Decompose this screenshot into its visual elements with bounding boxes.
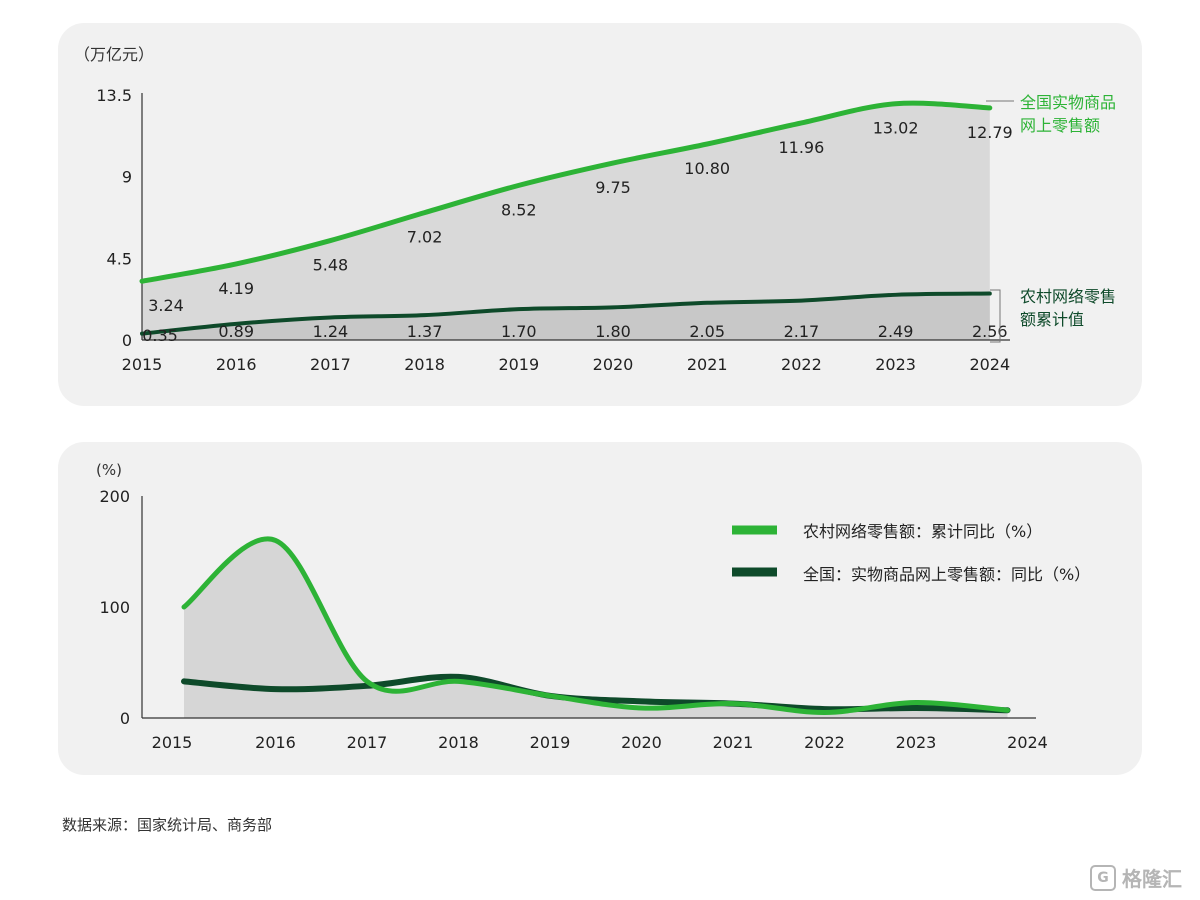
data-label: 2.49 (878, 322, 914, 341)
x-tick-label: 2015 (152, 733, 193, 752)
x-tick-label: 2019 (498, 355, 539, 374)
x-tick-label: 2019 (530, 733, 571, 752)
data-label: 5.48 (313, 256, 349, 275)
x-tick-label: 2018 (438, 733, 479, 752)
x-tick-label: 2022 (781, 355, 822, 374)
x-tick-label: 2024 (969, 355, 1010, 374)
rural-area (142, 293, 990, 340)
data-label: 1.37 (407, 322, 443, 341)
watermark-text: 格隆汇 (1122, 867, 1182, 891)
y-tick-label: 9 (122, 168, 132, 187)
data-label: 0.35 (142, 326, 178, 345)
data-label: 2.05 (689, 322, 725, 341)
bottom-legend: 农村网络零售额：累计同比（%） 全国：实物商品网上零售额：同比（%） (732, 522, 1090, 584)
legend-rural-line2: 额累计值 (1020, 310, 1084, 329)
data-label: 1.80 (595, 322, 631, 341)
x-tick-label: 2018 (404, 355, 445, 374)
x-tick-label: 2023 (896, 733, 937, 752)
rural-line (140, 291, 992, 336)
y-tick-label: 100 (99, 598, 130, 617)
y-tick-label: 200 (99, 487, 130, 506)
top-x-ticks: 2015 2016 2017 2018 2019 2020 2021 2022 2023 2024 (122, 355, 1011, 374)
data-label: 7.02 (407, 228, 443, 247)
x-tick-label: 2022 (804, 733, 845, 752)
legend-rural: 农村网络零售 额累计值 (1020, 287, 1121, 329)
x-tick-label: 2015 (122, 355, 163, 374)
national-area (142, 103, 990, 340)
bottom-y-ticks: 200 100 0 (99, 487, 130, 728)
top-chart: （万亿元） 13.5 9 4.5 0 2015 2016 2017 2018 2019 2020… (74, 45, 1121, 374)
x-tick-label: 2017 (347, 733, 388, 752)
bottom-x-ticks: 2015 2016 2017 2018 2019 2020 2021 2022 2023 2024 (152, 733, 1048, 752)
legend-rural-line1: 农村网络零售 (1020, 287, 1116, 306)
x-tick-label: 2021 (687, 355, 728, 374)
x-tick-label: 2020 (621, 733, 662, 752)
x-tick-label: 2016 (216, 355, 257, 374)
y-tick-label: 0 (120, 709, 130, 728)
y-tick-label: 4.5 (107, 249, 132, 268)
data-label: 2.17 (784, 322, 820, 341)
data-label: 9.75 (595, 178, 631, 197)
y-tick-label: 13.5 (96, 86, 132, 105)
data-label: 2.56 (972, 322, 1008, 341)
legend-label-rural-yoy: 农村网络零售额：累计同比（%） (803, 522, 1042, 541)
data-label: 1.70 (501, 322, 537, 341)
x-tick-label: 2021 (713, 733, 754, 752)
data-label: 12.79 (967, 123, 1013, 142)
top-unit-label: （万亿元） (74, 45, 154, 64)
data-label: 4.19 (218, 279, 254, 298)
legend-bracket-rural (990, 289, 1001, 343)
watermark-logo: G 格隆汇 (1090, 863, 1182, 892)
data-label: 1.24 (313, 322, 349, 341)
x-tick-label: 2020 (593, 355, 634, 374)
x-tick-label: 2023 (875, 355, 916, 374)
rural-data-labels: 0.35 0.89 1.24 1.37 1.70 1.80 2.05 2.17 2.49 2.56 (142, 322, 1007, 345)
data-source-note: 数据来源：国家统计局、商务部 (62, 816, 273, 834)
data-label: 11.96 (778, 138, 824, 157)
top-y-ticks: 13.5 9 4.5 0 (96, 86, 132, 350)
bottom-unit-label: (%) (96, 461, 122, 479)
watermark-icon: G (1090, 864, 1116, 891)
legend-national: 全国实物商品 网上零售额 (1020, 93, 1121, 135)
x-tick-label: 2024 (1007, 733, 1048, 752)
data-label: 10.80 (684, 159, 730, 178)
bottom-chart: (%) 200 100 0 2015 2016 2017 2018 2019 2020 2021… (96, 461, 1090, 752)
rural-yoy-area (184, 538, 1008, 718)
legend-national-line2: 网上零售额 (1020, 116, 1100, 135)
data-label: 3.24 (148, 296, 184, 315)
data-label: 8.52 (501, 200, 537, 219)
national-line (139, 100, 993, 284)
legend-label-national-yoy: 全国：实物商品网上零售额：同比（%） (803, 565, 1090, 584)
data-label: 13.02 (873, 119, 919, 138)
national-data-labels: 3.24 4.19 5.48 7.02 8.52 9.75 10.80 11.96 13.02 1… (148, 119, 1013, 315)
legend-national-line1: 全国实物商品 (1020, 93, 1116, 112)
data-label: 0.89 (218, 322, 254, 341)
rural-yoy-line (181, 536, 1010, 715)
y-tick-label: 0 (122, 331, 132, 350)
x-tick-label: 2016 (255, 733, 296, 752)
x-tick-label: 2017 (310, 355, 351, 374)
